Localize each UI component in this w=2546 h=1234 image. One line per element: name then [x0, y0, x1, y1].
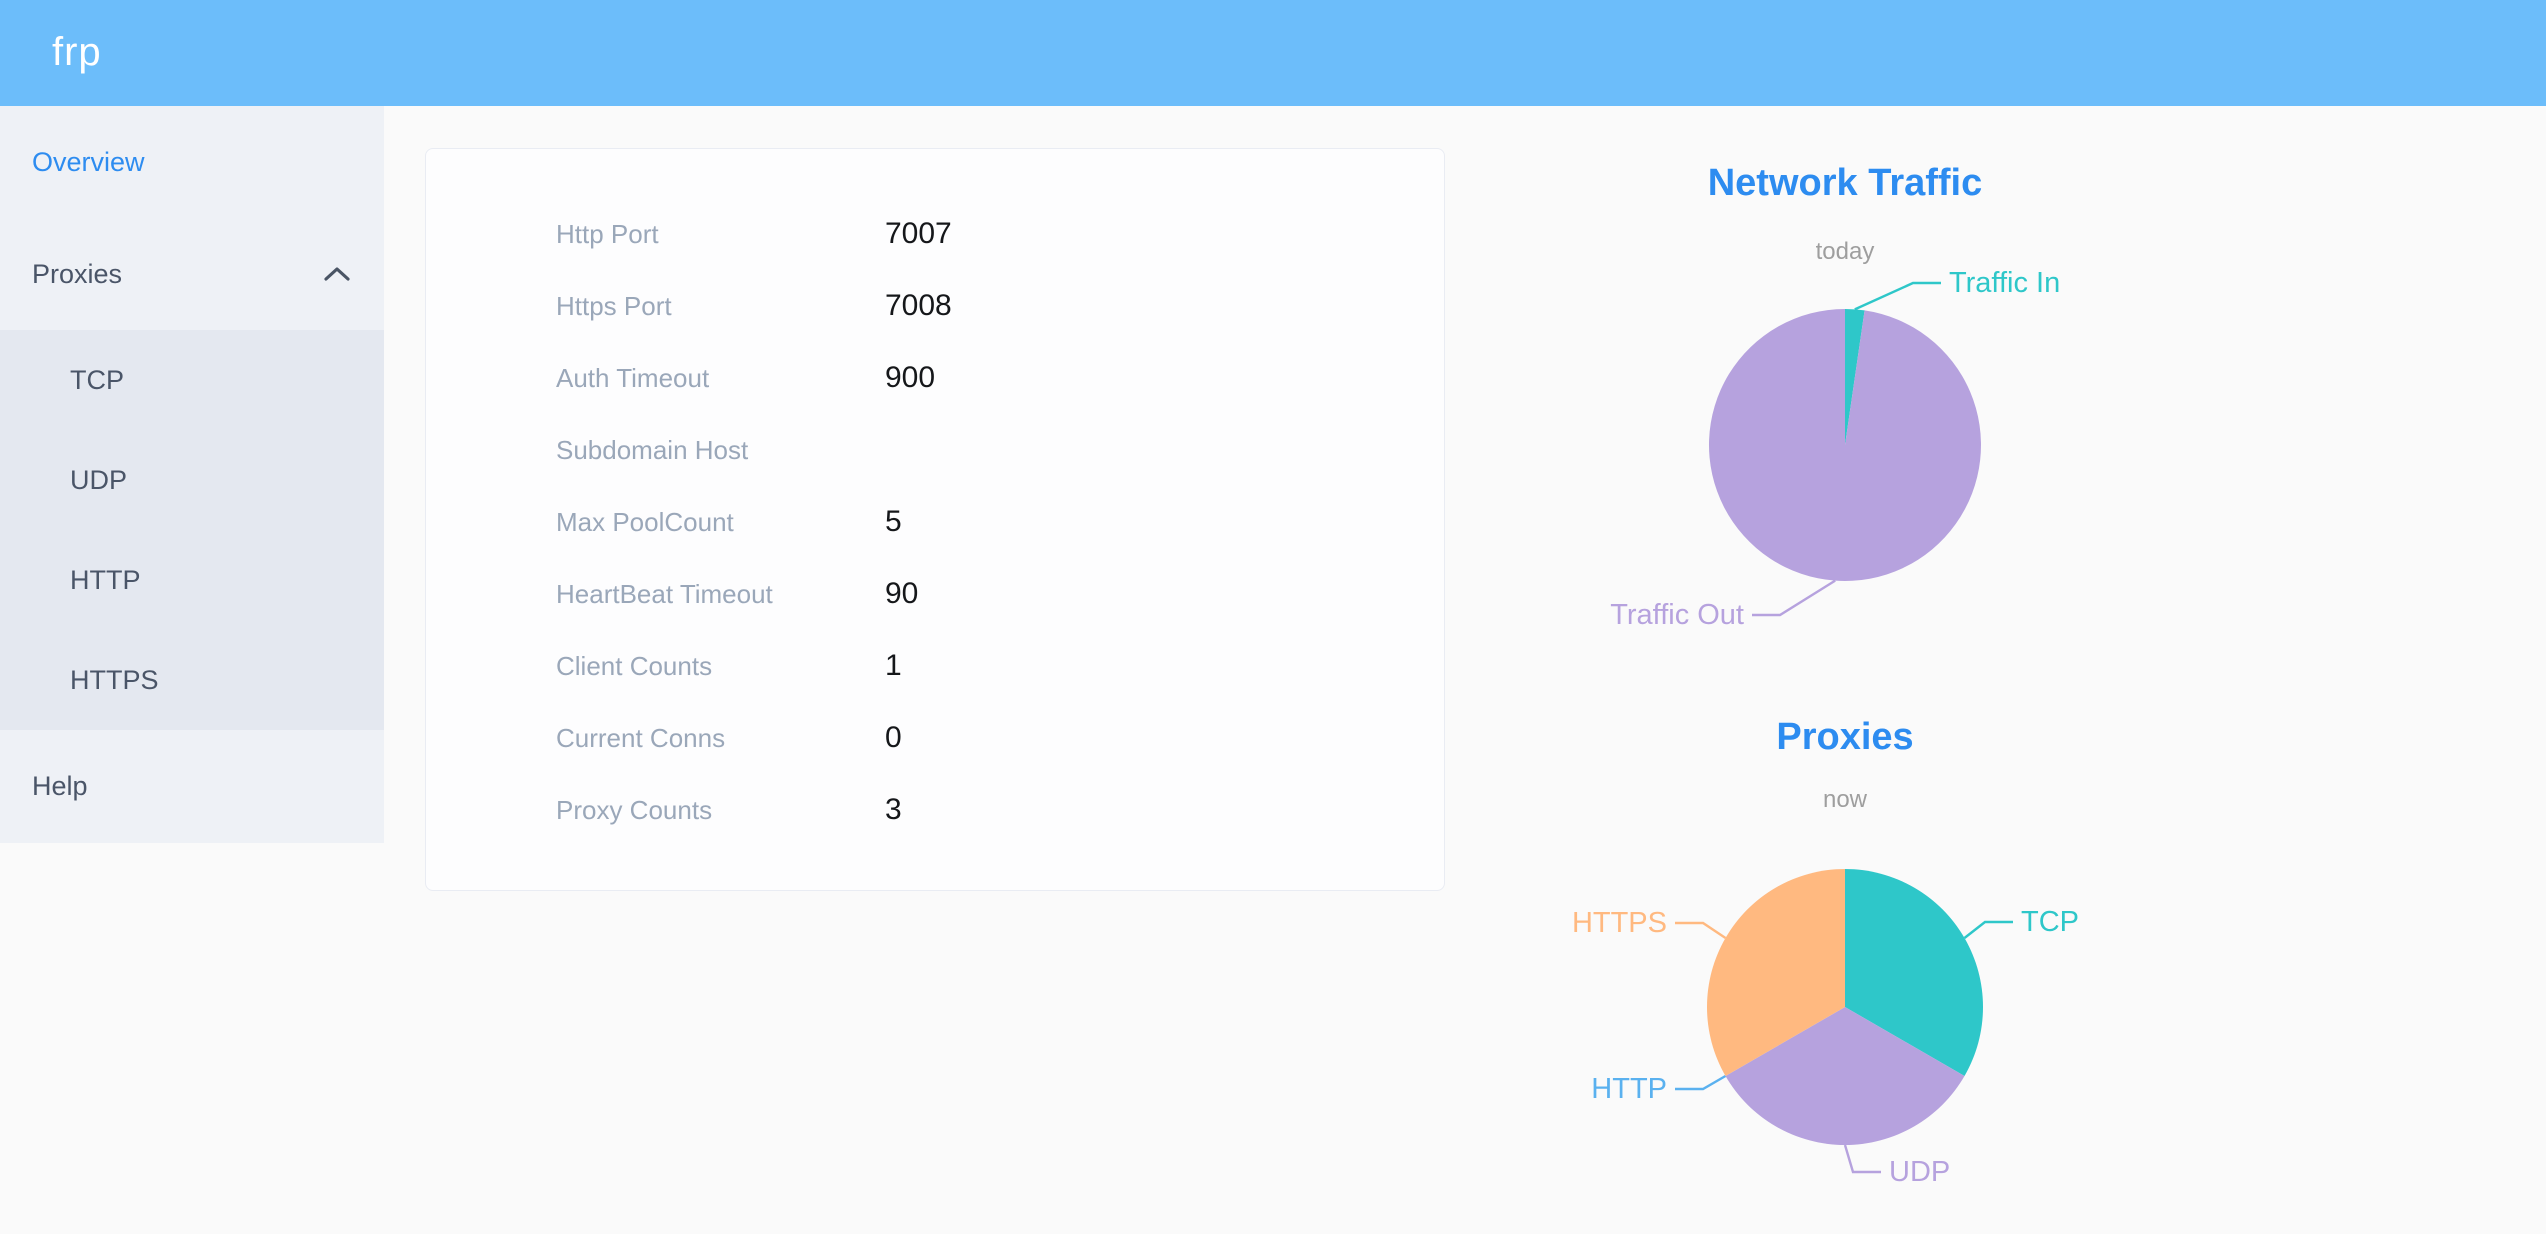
- server-info-value: 7007: [885, 217, 952, 250]
- sidebar-menu: Overview Proxies TCP UDP HTTP HTTPS Help: [0, 106, 384, 843]
- server-info-value: 0: [885, 721, 902, 754]
- server-info-row: HeartBeat Timeout 90: [426, 558, 1444, 630]
- pie-label-line-tcp: [1963, 920, 2013, 939]
- pie-label-traffic-in: Traffic In: [1949, 267, 2060, 299]
- pie-label-line-https: [1675, 921, 1727, 939]
- pie-label-udp: UDP: [1889, 1156, 1950, 1188]
- server-info-value: 900: [885, 361, 936, 394]
- server-info-label: Auth Timeout: [556, 362, 710, 393]
- pie-slice-traffic-out: [1708, 309, 1981, 581]
- server-info-value: 90: [885, 577, 919, 610]
- pie-label-traffic-out: Traffic Out: [1610, 599, 1744, 631]
- server-info-label: Client Counts: [556, 650, 713, 681]
- sidebar-item-https[interactable]: HTTPS: [0, 630, 384, 730]
- pie-slice-udp: [1725, 1007, 1965, 1145]
- proxies-title: Proxies: [1776, 716, 1914, 758]
- server-info-list: Http Port 7007 Https Port 7008 Auth Time…: [426, 198, 1444, 846]
- server-info-value: 3: [885, 793, 902, 826]
- server-info-row: Auth Timeout 900: [426, 342, 1444, 414]
- server-info-label: Http Port: [556, 218, 659, 249]
- sidebar-item-http[interactable]: HTTP: [0, 530, 384, 630]
- network-traffic-title: Network Traffic: [1707, 162, 1983, 204]
- app-logo: frp: [52, 30, 102, 74]
- proxies-submenu: TCP UDP HTTP HTTPS: [0, 330, 384, 730]
- server-info-label: Current Conns: [556, 722, 726, 753]
- pie-label-tcp: TCP: [2021, 906, 2079, 938]
- pie-slice-https: [1707, 869, 1845, 1076]
- server-info-value: 5: [885, 505, 902, 538]
- sidebar-item-tcp[interactable]: TCP: [0, 330, 384, 430]
- server-info-label: Https Port: [556, 290, 672, 321]
- network-traffic-pie: Traffic In Traffic Out: [1610, 267, 2060, 631]
- proxies-pie: TCP UDP HTTP HTTPS: [1572, 869, 2079, 1188]
- sidebar-item-label: HTTP: [70, 564, 141, 595]
- sidebar-item-label: HTTPS: [70, 664, 159, 695]
- pie-label-line-udp: [1843, 1144, 1881, 1174]
- pie-label-line-traffic-in: [1854, 281, 1941, 311]
- server-info-label: Max PoolCount: [556, 506, 734, 537]
- sidebar-item-overview[interactable]: Overview: [0, 106, 384, 218]
- server-info-row: Client Counts 1: [426, 630, 1444, 702]
- proxies-subtitle: now: [1822, 786, 1868, 813]
- pie-label-http: HTTP: [1591, 1073, 1667, 1105]
- server-info-card: Http Port 7007 Https Port 7008 Auth Time…: [425, 148, 1445, 891]
- server-info-label: Proxy Counts: [556, 794, 713, 825]
- pie-label-line-http: [1675, 1074, 1727, 1091]
- proxies-chart: Proxies now TCP UDP HTTP HTTPS: [1495, 700, 2195, 1234]
- sidebar-item-label: Help: [32, 771, 88, 801]
- server-info-label: HeartBeat Timeout: [556, 578, 773, 609]
- pie-slice-tcp: [1845, 869, 1983, 1076]
- server-info-row: Subdomain Host: [426, 414, 1444, 486]
- server-info-row: Http Port 7007: [426, 198, 1444, 270]
- top-header-bar: frp: [0, 0, 2546, 106]
- sidebar-item-label: TCP: [70, 364, 124, 395]
- server-info-row: Proxy Counts 3: [426, 774, 1444, 846]
- sidebar-item-label: Overview: [32, 146, 145, 177]
- sidebar-item-help[interactable]: Help: [0, 730, 384, 843]
- network-traffic-chart: Network Traffic today Traffic In Traffic …: [1495, 150, 2195, 700]
- pie-label-https: HTTPS: [1572, 907, 1667, 939]
- pie-label-line-traffic-out: [1752, 579, 1836, 617]
- server-info-row: Current Conns 0: [426, 702, 1444, 774]
- server-info-value: 1: [885, 649, 902, 682]
- sidebar-item-proxies[interactable]: Proxies: [0, 218, 384, 330]
- pie-slice-traffic-in: [1845, 309, 1865, 445]
- sidebar-item-label: Proxies: [32, 258, 123, 289]
- sidebar-item-label: UDP: [70, 464, 128, 495]
- server-info-row: Https Port 7008: [426, 270, 1444, 342]
- chevron-up-icon: [324, 267, 350, 281]
- server-info-label: Subdomain Host: [556, 434, 749, 465]
- server-info-row: Max PoolCount 5: [426, 486, 1444, 558]
- network-traffic-subtitle: today: [1815, 238, 1875, 265]
- sidebar-item-udp[interactable]: UDP: [0, 430, 384, 530]
- server-info-value: 7008: [885, 289, 952, 322]
